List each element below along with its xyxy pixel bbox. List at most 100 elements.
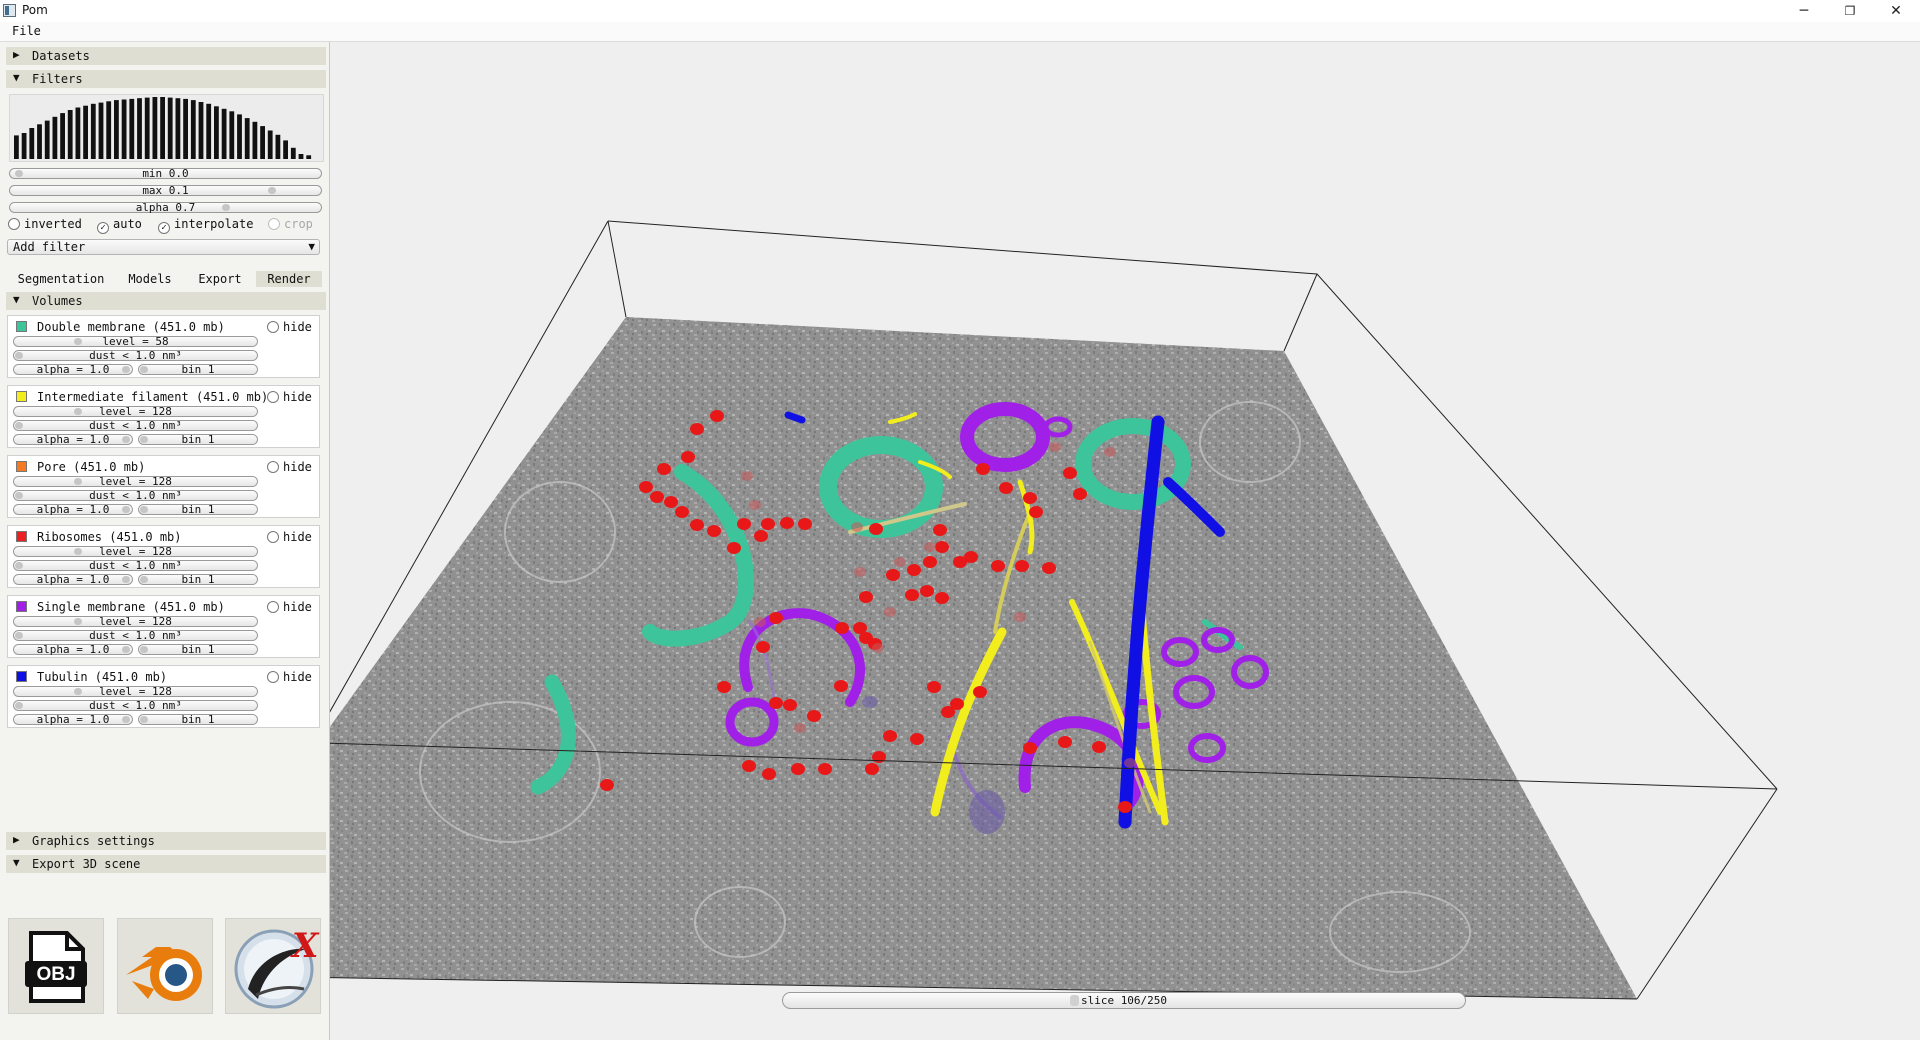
dust-slider[interactable]: dust < 1.0 nm³ [13,699,258,712]
crop-checkbox[interactable]: crop [268,217,313,231]
tab-render[interactable]: Render [256,271,322,287]
slider-knob[interactable] [15,352,23,359]
volume-color-swatch[interactable] [16,461,27,472]
inverted-checkbox[interactable]: inverted [8,217,82,231]
slider-knob[interactable] [140,716,148,723]
dust-slider[interactable]: dust < 1.0 nm³ [13,629,258,642]
slider-knob[interactable] [140,506,148,513]
slider-knob[interactable] [15,632,23,639]
bin-slider[interactable]: bin 1 [138,573,258,586]
maximize-button[interactable]: ❐ [1844,4,1856,18]
level-slider[interactable]: level = 128 [13,685,258,698]
slider-knob[interactable] [140,436,148,443]
slider-knob[interactable] [122,646,130,653]
checkbox-box[interactable]: ✓ [97,222,109,234]
tab-segmentation[interactable]: Segmentation [17,272,105,286]
section-graphics-settings[interactable]: ▶ Graphics settings [6,832,326,850]
level-slider[interactable]: level = 128 [13,615,258,628]
slider-knob[interactable] [122,576,130,583]
dust-slider[interactable]: dust < 1.0 nm³ [13,559,258,572]
slice-slider[interactable]: slice 106/250 [782,992,1466,1009]
slider-knob[interactable] [140,646,148,653]
slice-slider-knob[interactable] [1070,995,1079,1006]
section-export-3d-scene[interactable]: ▼ Export 3D scene [6,855,326,873]
slider-knob[interactable] [122,366,130,373]
3d-viewport[interactable]: slice 106/250 [330,42,1920,1040]
checkbox-box[interactable]: ✓ [158,222,170,234]
slider-knob[interactable] [222,204,230,211]
slider-knob[interactable] [122,716,130,723]
slider-knob[interactable] [74,688,82,695]
slider-knob[interactable] [122,436,130,443]
checkbox-box[interactable] [267,461,279,473]
slider-knob[interactable] [140,576,148,583]
hide-checkbox[interactable]: hide [267,460,312,474]
interpolate-checkbox[interactable]: ✓ interpolate [158,217,253,234]
checkbox-box[interactable] [8,218,20,230]
add-filter-dropdown[interactable]: Add filter ▼ [7,239,320,255]
volume-color-swatch[interactable] [16,601,27,612]
alpha-slider[interactable]: alpha = 1.0 [13,503,133,516]
level-slider[interactable]: level = 128 [13,475,258,488]
scene-canvas[interactable] [330,42,1920,1040]
alpha-slider[interactable]: alpha = 1.0 [13,643,133,656]
slider-knob[interactable] [268,187,276,194]
bin-slider[interactable]: bin 1 [138,503,258,516]
filter-alpha-slider[interactable]: alpha 0.7 [9,201,322,214]
volume-color-swatch[interactable] [16,671,27,682]
slider-knob[interactable] [74,618,82,625]
level-slider[interactable]: level = 58 [13,335,258,348]
level-slider[interactable]: level = 128 [13,405,258,418]
filter-min-slider[interactable]: min 0.0 [9,167,322,180]
slider-knob[interactable] [122,506,130,513]
checkbox-box[interactable] [267,531,279,543]
dust-slider[interactable]: dust < 1.0 nm³ [13,349,258,362]
dust-slider[interactable]: dust < 1.0 nm³ [13,419,258,432]
bin-slider[interactable]: bin 1 [138,643,258,656]
hide-checkbox[interactable]: hide [267,530,312,544]
slider-knob[interactable] [74,548,82,555]
slider-knob[interactable] [15,702,23,709]
hide-checkbox[interactable]: hide [267,600,312,614]
auto-checkbox[interactable]: ✓ auto [97,217,142,234]
checkbox-box[interactable] [267,671,279,683]
checkbox-box[interactable] [267,391,279,403]
slider-knob[interactable] [74,338,82,345]
hide-checkbox[interactable]: hide [267,670,312,684]
bin-slider[interactable]: bin 1 [138,363,258,376]
alpha-slider[interactable]: alpha = 1.0 [13,363,133,376]
export-blender-button[interactable] [117,918,213,1014]
filter-max-slider[interactable]: max 0.1 [9,184,322,197]
checkbox-box[interactable] [267,601,279,613]
alpha-slider[interactable]: alpha = 1.0 [13,573,133,586]
section-datasets[interactable]: ▶ Datasets [6,47,326,65]
bin-slider[interactable]: bin 1 [138,713,258,726]
volume-color-swatch[interactable] [16,531,27,542]
volume-color-swatch[interactable] [16,321,27,332]
checkbox-box[interactable] [268,218,280,230]
slider-knob[interactable] [74,408,82,415]
slider-knob[interactable] [140,366,148,373]
export-chimerax-button[interactable]: X [225,918,321,1014]
section-filters[interactable]: ▼ Filters [6,70,326,88]
volume-color-swatch[interactable] [16,391,27,402]
tab-models[interactable]: Models [128,272,172,286]
bin-slider[interactable]: bin 1 [138,433,258,446]
slider-knob[interactable] [15,422,23,429]
dust-slider[interactable]: dust < 1.0 nm³ [13,489,258,502]
close-button[interactable]: ✕ [1890,3,1902,19]
alpha-slider[interactable]: alpha = 1.0 [13,433,133,446]
section-volumes[interactable]: ▼ Volumes [6,292,326,310]
level-slider[interactable]: level = 128 [13,545,258,558]
slider-knob[interactable] [15,562,23,569]
export-obj-button[interactable]: OBJ [8,918,104,1014]
hide-checkbox[interactable]: hide [267,320,312,334]
slider-knob[interactable] [15,170,23,177]
alpha-slider[interactable]: alpha = 1.0 [13,713,133,726]
menu-file[interactable]: File [12,24,41,38]
checkbox-box[interactable] [267,321,279,333]
minimize-button[interactable]: ─ [1799,3,1809,19]
slider-knob[interactable] [74,478,82,485]
hide-checkbox[interactable]: hide [267,390,312,404]
slider-knob[interactable] [15,492,23,499]
